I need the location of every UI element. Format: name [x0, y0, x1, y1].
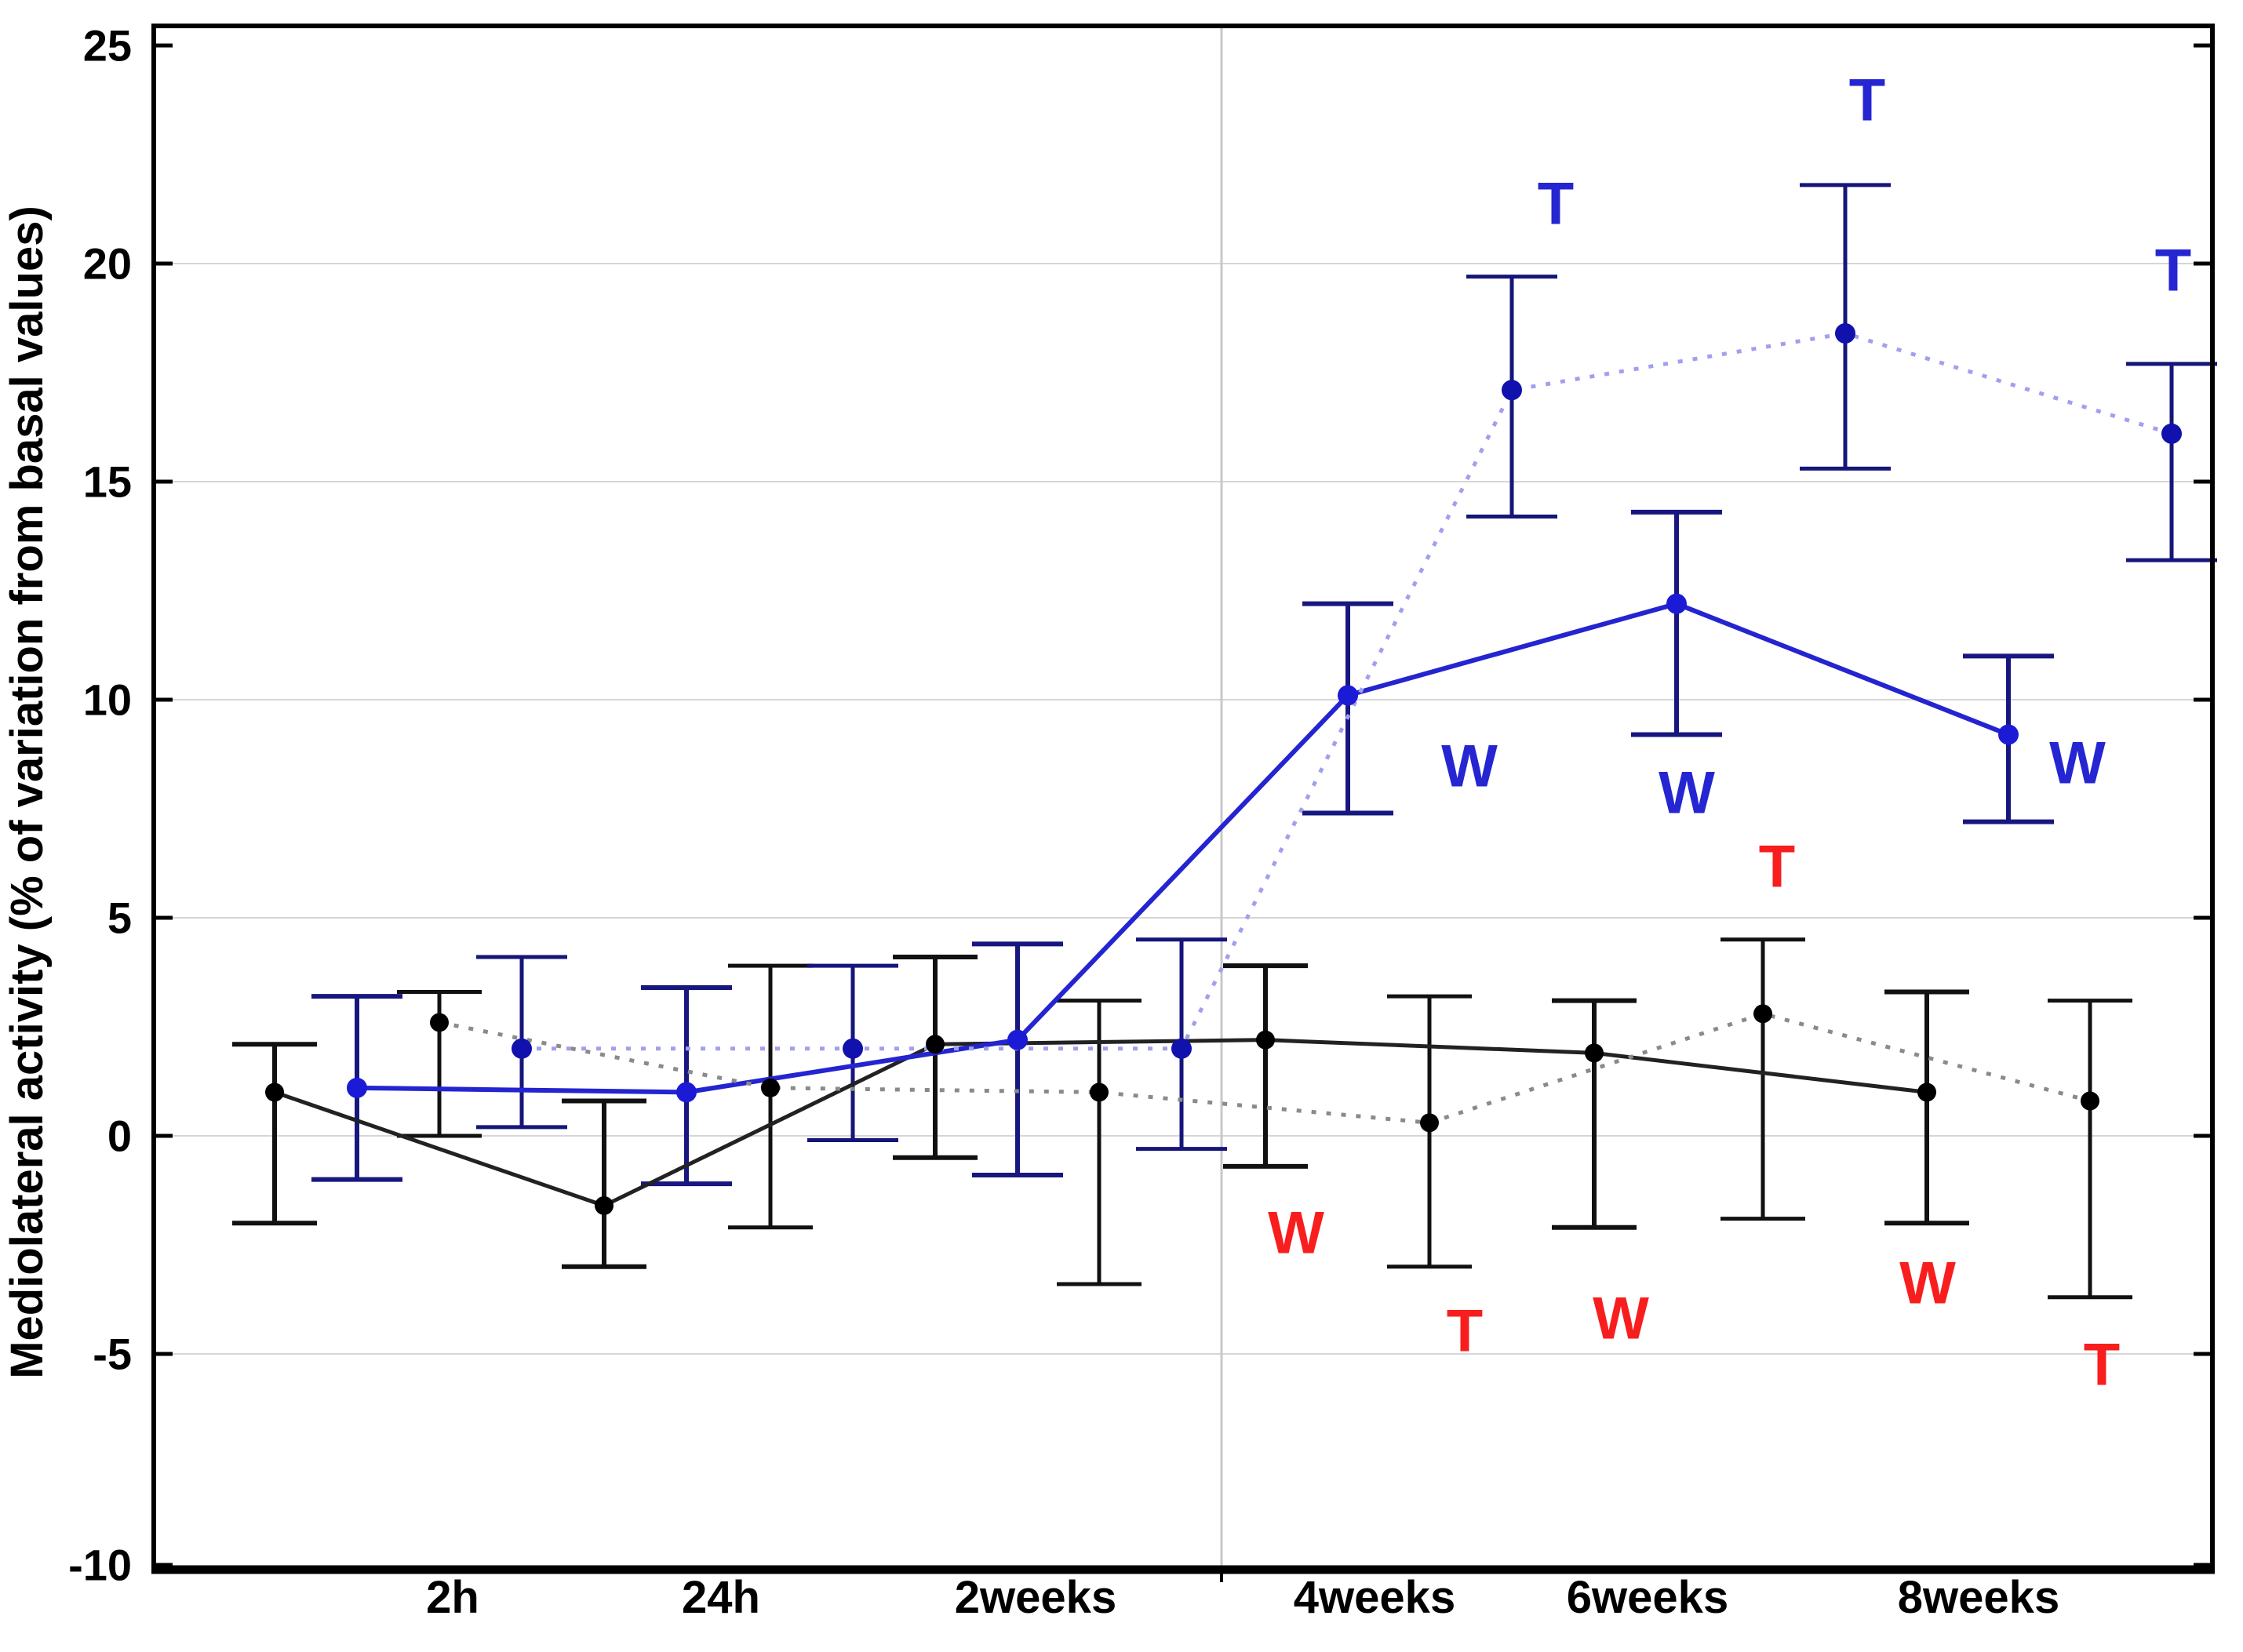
data-point-marker — [1998, 724, 2019, 745]
data-point-marker — [430, 1013, 449, 1032]
data-point-marker — [595, 1195, 614, 1215]
y-tick-label: 20 — [83, 239, 132, 289]
x-category-label: 2h — [426, 1572, 479, 1623]
significance-letter-blue: W — [1441, 733, 1498, 800]
data-point-marker — [926, 1035, 945, 1054]
significance-letter-red: W — [1899, 1250, 1956, 1317]
data-point-marker — [676, 1082, 697, 1103]
data-point-marker — [1502, 380, 1522, 401]
y-tick-label: 25 — [83, 21, 132, 71]
significance-letter-blue: T — [1849, 67, 1885, 134]
data-point-marker — [1171, 1038, 1192, 1059]
y-tick-label: 5 — [107, 893, 132, 943]
y-tick-label: 15 — [83, 457, 132, 507]
data-point-marker — [1917, 1083, 1936, 1102]
series-line — [274, 1038, 1928, 1208]
x-category-label: 4weeks — [1294, 1572, 1455, 1623]
data-point-marker — [2161, 423, 2182, 444]
data-point-marker — [1753, 1004, 1772, 1024]
x-category-label: 8weeks — [1898, 1572, 2059, 1623]
data-point-marker — [1256, 1030, 1275, 1050]
data-point-marker — [843, 1038, 863, 1059]
data-point-marker — [2081, 1091, 2099, 1111]
y-tick-label: -5 — [93, 1330, 132, 1379]
data-point-marker — [1585, 1043, 1604, 1063]
y-tick-label: 0 — [107, 1112, 132, 1161]
data-point-marker — [1338, 685, 1358, 706]
significance-letter-red: W — [1593, 1286, 1649, 1352]
data-point-marker — [512, 1038, 532, 1059]
series-line — [439, 1011, 2091, 1125]
data-point-marker — [1420, 1113, 1439, 1133]
x-category-label: 6weeks — [1567, 1572, 1728, 1623]
significance-letter-blue: T — [2155, 238, 2191, 304]
significance-letter-blue: T — [1538, 171, 1574, 238]
y-axis-title: Mediolateral activity (% of variation fr… — [2, 206, 53, 1379]
significance-letter-blue: W — [2049, 730, 2106, 797]
data-point-marker — [1666, 593, 1687, 614]
data-point-marker — [1090, 1083, 1109, 1102]
series-line — [522, 331, 2172, 1051]
significance-letter-blue: W — [1659, 760, 1715, 827]
data-point-marker — [265, 1083, 284, 1102]
data-point-marker — [347, 1077, 367, 1098]
data-point-marker — [1007, 1029, 1028, 1050]
y-tick-label: 10 — [83, 675, 132, 725]
x-category-label: 2weeks — [955, 1572, 1116, 1623]
significance-letter-red: T — [1759, 834, 1795, 901]
data-point-marker — [761, 1078, 780, 1097]
y-tick-label: -10 — [68, 1541, 132, 1590]
significance-letter-red: W — [1268, 1200, 1324, 1267]
x-category-label: 24h — [682, 1572, 760, 1623]
significance-letter-red: T — [2084, 1332, 2120, 1399]
data-point-marker — [1835, 322, 1855, 344]
significance-letter-red: T — [1447, 1298, 1483, 1365]
series-line — [356, 601, 2010, 1095]
